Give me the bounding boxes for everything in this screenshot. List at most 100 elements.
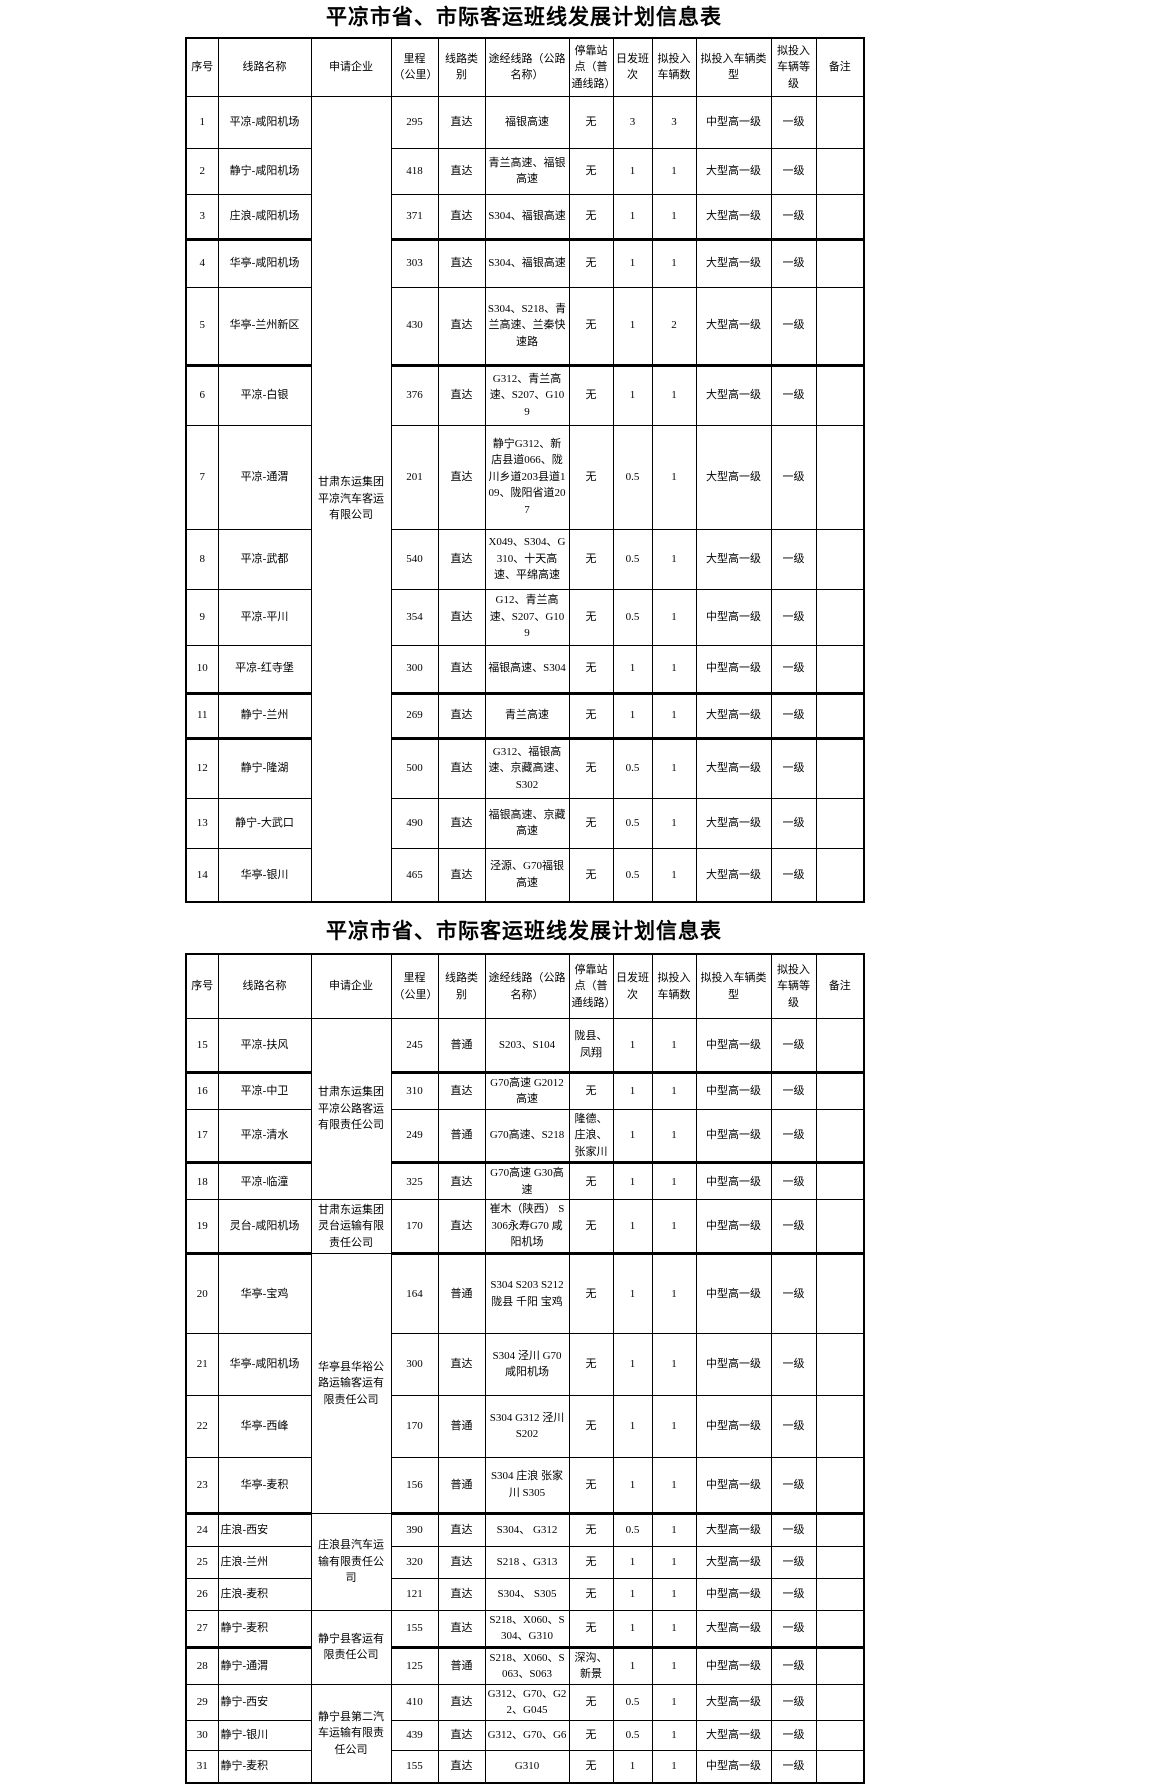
cell-note — [815, 1332, 865, 1396]
cell-stops: 深沟、新景 — [568, 1646, 614, 1685]
cell-note — [815, 588, 865, 646]
cell-line-type: 直达 — [437, 1162, 486, 1201]
col-note: 备注 — [815, 953, 865, 1019]
cell-mileage: 170 — [390, 1394, 439, 1458]
col-vehicle-type: 拟投入车辆类型 — [695, 953, 772, 1019]
table-row: 14 华亭-银川 465 直达 泾源、G70福银高速无 0.5 1 大型高一级 一级 — [185, 847, 865, 903]
cell-vehicle-type: 大型高一级 — [695, 147, 772, 195]
table-row: 15 平凉-扶风 甘肃东运集团平凉公路客运有限责任公司 245 普通 S203、S104 陇… — [185, 1017, 865, 1201]
cell-mileage: 155 — [390, 1609, 439, 1649]
cell-no: 2 — [185, 147, 219, 195]
cell-vehicle-grade: 一级 — [770, 1609, 817, 1649]
cell-vehicle-type: 大型高一级 — [695, 1719, 772, 1751]
cell-vehicle-grade: 一级 — [770, 737, 817, 799]
col-route: 线路名称 — [217, 953, 312, 1019]
cell-no: 4 — [185, 238, 219, 288]
cell-via: S304、S218、青兰高速、兰秦快速路 — [484, 286, 570, 367]
cell-vehicle-type: 大型高一级 — [695, 528, 772, 590]
table-row: 2 静宁-咸阳机场 418 直达 青兰高速、福银高速无 1 1 大型高一级 一级 — [185, 147, 865, 195]
cell-route: 平凉-红寺堡 — [217, 644, 312, 695]
cell-vehicle-grade: 一级 — [770, 1646, 817, 1685]
cell-vehicle-type: 大型高一级 — [695, 1545, 772, 1579]
col-mileage: 里程（公里） — [390, 37, 439, 97]
cell-stops: 无 — [568, 588, 614, 646]
cell-via: 崔木（陕西） S306永寿G70 咸阳机场 — [484, 1199, 570, 1255]
cell-vehicle-grade: 一级 — [770, 1199, 817, 1255]
cell-mileage: 354 — [390, 588, 439, 646]
cell-via: G312、G70、G6 — [484, 1719, 570, 1751]
cell-daily-trips: 1 — [612, 1332, 653, 1396]
cell-line-type: 直达 — [437, 424, 486, 530]
cell-mileage: 300 — [390, 1332, 439, 1396]
cell-line-type: 普通 — [437, 1456, 486, 1515]
cell-stops: 无 — [568, 147, 614, 195]
cell-no: 19 — [185, 1199, 219, 1255]
cell-vehicle-grade: 一级 — [770, 1017, 817, 1074]
cell-line-type: 直达 — [437, 147, 486, 195]
col-line-type: 线路类别 — [437, 37, 486, 97]
cell-vehicle-count: 1 — [651, 588, 697, 646]
cell-mileage: 164 — [390, 1252, 439, 1334]
cell-mileage: 121 — [390, 1577, 439, 1611]
cell-vehicle-grade: 一级 — [770, 797, 817, 849]
cell-mileage: 269 — [390, 692, 439, 740]
cell-line-type: 直达 — [437, 1749, 486, 1784]
table-row: 8 平凉-武都 540 直达 X049、S304、G310、十天高速、平绵高速无 0.5 1… — [185, 528, 865, 590]
cell-via: 泾源、G70福银高速 — [484, 847, 570, 903]
cell-vehicle-type: 中型高一级 — [695, 1456, 772, 1515]
cell-stops: 无 — [568, 797, 614, 849]
cell-vehicle-count: 1 — [651, 737, 697, 799]
cell-vehicle-count: 1 — [651, 1071, 697, 1110]
cell-route: 平凉-武都 — [217, 528, 312, 590]
cell-no: 6 — [185, 364, 219, 426]
cell-mileage: 155 — [390, 1749, 439, 1784]
col-company: 申请企业 — [310, 37, 392, 97]
cell-vehicle-grade: 一级 — [770, 588, 817, 646]
cell-vehicle-type: 中型高一级 — [695, 1749, 772, 1784]
cell-note — [815, 286, 865, 367]
cell-vehicle-count: 1 — [651, 1394, 697, 1458]
cell-mileage: 310 — [390, 1071, 439, 1110]
col-stops: 停靠站点（普通线路） — [568, 953, 614, 1019]
col-company: 申请企业 — [310, 953, 392, 1019]
cell-stops: 无 — [568, 1252, 614, 1334]
cell-route: 静宁-隆湖 — [217, 737, 312, 799]
cell-vehicle-count: 1 — [651, 1162, 697, 1201]
cell-stops: 无 — [568, 1456, 614, 1515]
cell-vehicle-type: 中型高一级 — [695, 1017, 772, 1074]
cell-vehicle-type: 大型高一级 — [695, 1512, 772, 1547]
cell-daily-trips: 1 — [612, 1646, 653, 1685]
cell-mileage: 201 — [390, 424, 439, 530]
cell-stops: 无 — [568, 644, 614, 695]
col-via: 途经线路（公路名称） — [484, 37, 570, 97]
cell-line-type: 直达 — [437, 797, 486, 849]
cell-no: 15 — [185, 1017, 219, 1074]
cell-mileage: 376 — [390, 364, 439, 426]
cell-stops: 无 — [568, 1071, 614, 1110]
cell-note — [815, 238, 865, 288]
header-row: 序号 线路名称 申请企业 里程（公里） 线路类别 途经线路（公路名称） 停靠站点（普通线路）… — [185, 37, 865, 97]
table-row: 23 华亭-麦积 156 普通 S304 庄浪 张家川 S305 无 1 1 中型高一级 一级 — [185, 1456, 865, 1515]
cell-route: 平凉-扶风 — [217, 1017, 312, 1074]
cell-route: 平凉-中卫 — [217, 1071, 312, 1110]
cell-no: 24 — [185, 1512, 219, 1547]
cell-daily-trips: 1 — [612, 1456, 653, 1515]
cell-vehicle-grade: 一级 — [770, 193, 817, 241]
cell-route: 华亭-麦积 — [217, 1456, 312, 1515]
cell-mileage: 170 — [390, 1199, 439, 1255]
cell-via: G12、青兰高速、S207、G109 — [484, 588, 570, 646]
cell-no: 12 — [185, 737, 219, 799]
cell-daily-trips: 1 — [612, 1749, 653, 1784]
table-row: 9 平凉-平川 354 直达 G12、青兰高速、S207、G109 无 0.5 1 中型高一级一… — [185, 588, 865, 646]
cell-vehicle-count: 1 — [651, 238, 697, 288]
table-row: 24 庄浪-西安 庄浪县汽车运输有限责任公司 390 直达 S304、 G312 无 0.5 1… — [185, 1512, 865, 1611]
cell-route: 静宁-麦积 — [217, 1609, 312, 1649]
cell-stops: 无 — [568, 193, 614, 241]
cell-route: 华亭-宝鸡 — [217, 1252, 312, 1334]
table-row: 12 静宁-隆湖 500 直达 G312、福银高速、京藏高速、S302 无 0.5 1 大型高一… — [185, 737, 865, 799]
cell-route: 静宁-银川 — [217, 1719, 312, 1751]
cell-line-type: 直达 — [437, 1719, 486, 1751]
cell-daily-trips: 1 — [612, 1577, 653, 1611]
table-row: 20 华亭-宝鸡 华亭县华裕公路运输客运有限责任公司 164 普通 S304 S203 S… — [185, 1252, 865, 1514]
cell-mileage: 320 — [390, 1545, 439, 1579]
